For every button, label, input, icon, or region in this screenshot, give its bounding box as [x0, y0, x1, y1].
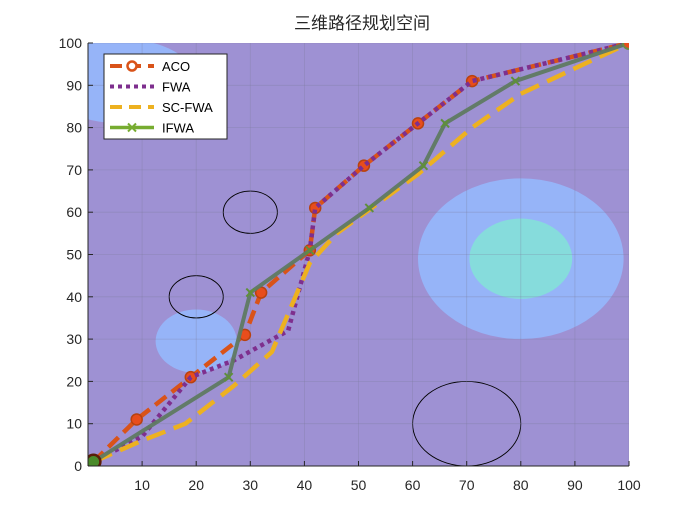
legend-box	[103, 53, 228, 140]
x-tick-label: 90	[567, 477, 583, 493]
x-tick-label: 40	[297, 477, 313, 493]
y-tick-label: 100	[59, 35, 83, 51]
legend-label-fwa: FWA	[162, 80, 191, 95]
terrain-contour-5	[168, 275, 224, 319]
legend-marker-aco	[126, 60, 138, 72]
series-line-sc-fwa	[92, 43, 629, 464]
x-tick-label: 80	[513, 477, 529, 493]
ifwa-point	[440, 118, 450, 129]
legend-marker-ifwa	[127, 122, 137, 133]
legend-label-aco: ACO	[162, 59, 190, 74]
y-tick-label: 80	[66, 120, 82, 136]
x-tick-label: 60	[405, 477, 421, 493]
y-tick-label: 0	[74, 458, 82, 474]
goal-point-marker	[622, 43, 629, 50]
legend-label-ifwa: IFWA	[162, 121, 194, 136]
ifwa-point	[418, 160, 429, 171]
ifwa-point	[510, 76, 521, 86]
y-tick-label: 10	[66, 416, 82, 432]
ifwa-point	[305, 245, 315, 255]
y-tick-label: 60	[66, 204, 82, 220]
x-tick-label: 50	[351, 477, 367, 493]
chart-title: 三维路径规划空间	[294, 14, 430, 34]
series-sc-fwa	[92, 43, 629, 464]
terrain-contour-6	[412, 380, 522, 466]
y-tick-label: 30	[66, 331, 82, 347]
ifwa-point	[223, 372, 234, 382]
ifwa-point	[364, 203, 375, 213]
x-tick-label: 70	[459, 477, 475, 493]
legend: ACO FWA SC-FWA IFWA	[103, 53, 228, 140]
x-tick-label: 30	[243, 477, 259, 493]
start-point-marker	[88, 453, 102, 466]
y-tick-label: 50	[66, 247, 82, 263]
ifwa-point	[245, 287, 256, 298]
terrain-contour-4	[222, 190, 278, 234]
terrain-region-1	[469, 218, 573, 299]
legend-label-sc-fwa: SC-FWA	[162, 100, 213, 115]
y-tick-label: 20	[66, 373, 82, 389]
terrain-region-2	[155, 309, 237, 373]
x-tick-label: 10	[134, 477, 150, 493]
y-tick-label: 90	[66, 77, 82, 93]
x-tick-label: 100	[617, 477, 641, 493]
y-tick-label: 40	[66, 289, 82, 305]
axes-layer: 10 20 30 40 50 60 70 80 90 100 0 10 20 30 40 50 60 70 80 90…	[59, 35, 641, 493]
y-tick-label: 70	[66, 162, 82, 178]
series-layer	[88, 43, 629, 466]
aco-point	[130, 413, 143, 426]
x-tick-label: 20	[188, 477, 204, 493]
